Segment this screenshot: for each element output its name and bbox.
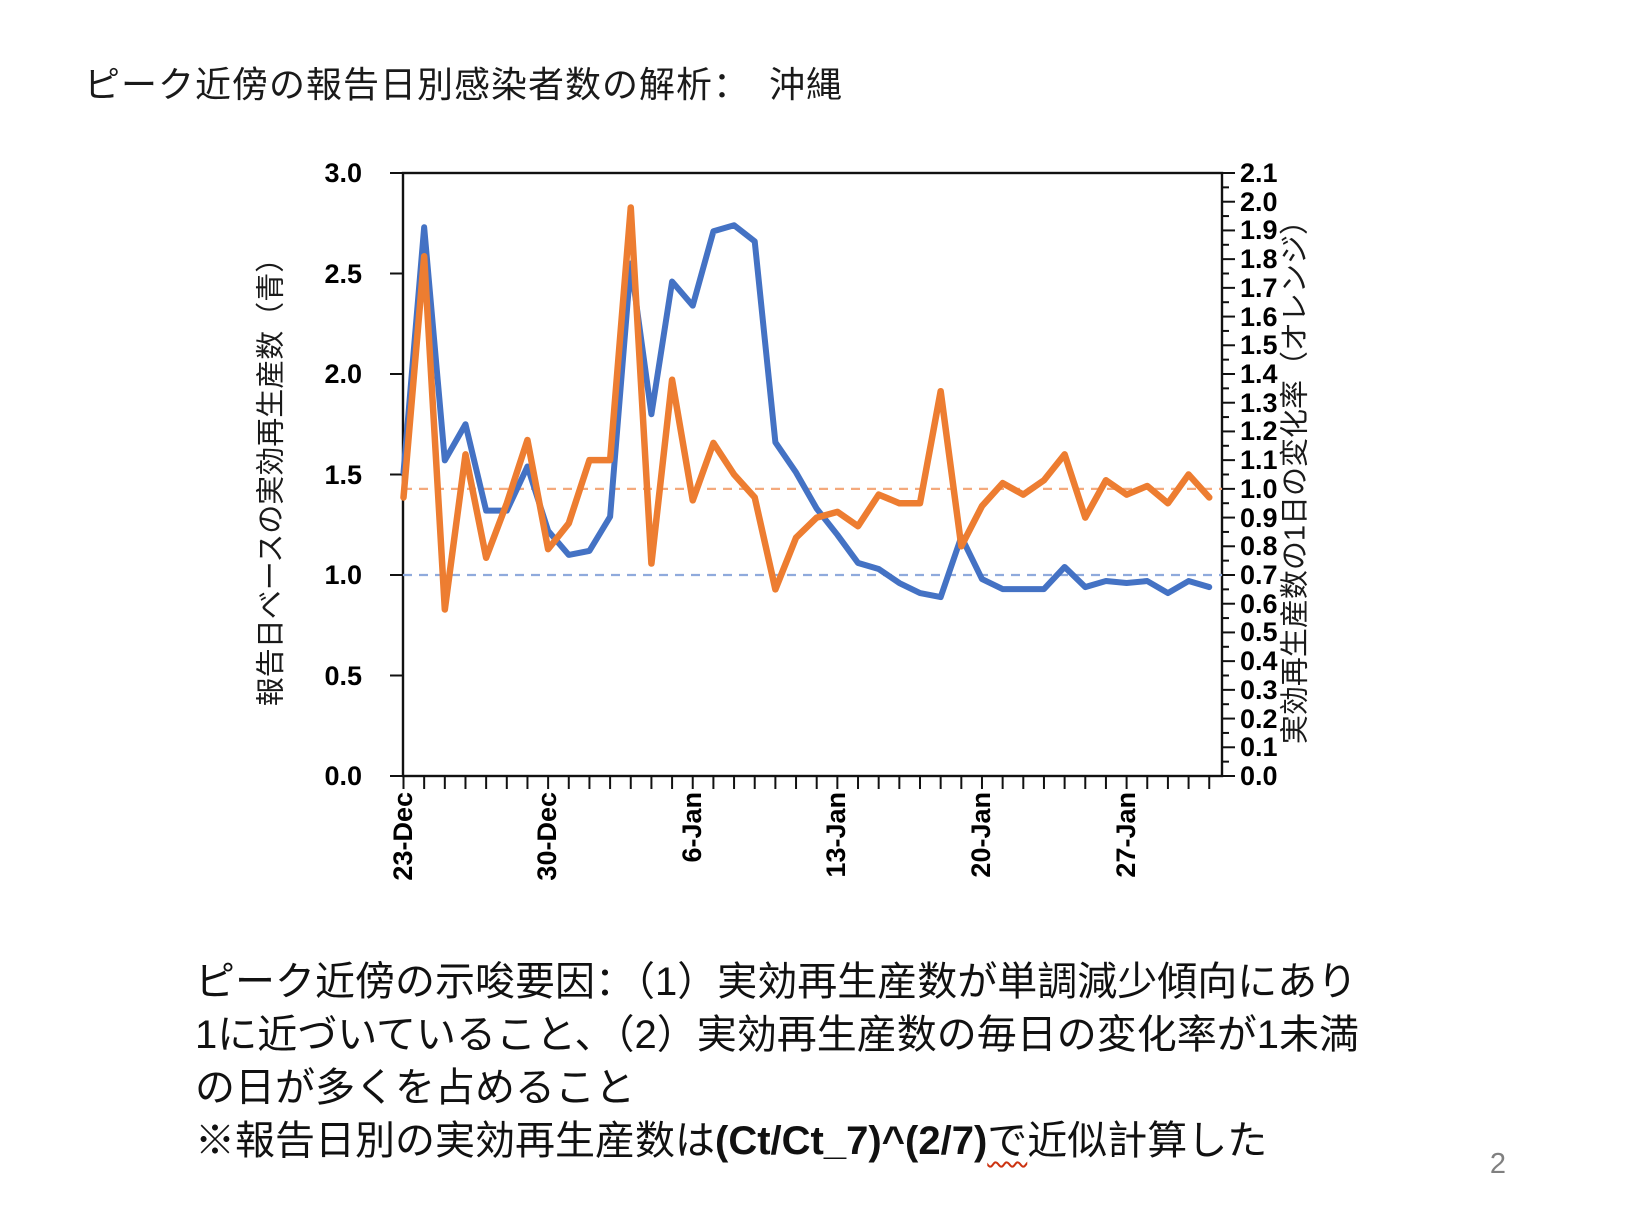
orange-series-line [400,204,1213,613]
right-axis-tick-label: 2.0 [1240,186,1278,217]
left-axis-tick-label: 0.5 [324,660,362,691]
right-axis-tick-label: 0.0 [1240,761,1278,791]
left-axis-tick-label: 0.0 [324,761,362,791]
right-axis-tick-label: 1.6 [1240,301,1278,332]
blue-series-line [400,222,1213,601]
left-axis-tick-label: 1.0 [324,560,362,590]
right-axis-title: 実効再生産数の1日の変化率（オレンジ） [1279,205,1312,745]
caption-line-3: の日が多くを占めること [195,1066,635,1110]
left-axis-tick-label: 1.5 [324,459,362,490]
page-number: 2 [1489,1148,1507,1180]
caption-particle-wavy: で [987,1119,1028,1163]
left-axis-title: 報告日ベースの実効再生産数（青） [255,243,288,707]
right-axis-tick-label: 0.8 [1240,531,1278,562]
right-axis-tick-label: 1.3 [1240,387,1278,418]
x-axis-tick-label: 23-Dec [387,792,418,881]
chart-canvas [390,171,1235,789]
right-axis-tick-label: 1.7 [1240,272,1278,303]
page-title: ピーク近傍の報告日別感染者数の解析： 沖縄 [84,64,844,105]
x-axis-tick-label: 20-Jan [965,792,996,878]
right-axis-tick-label: 0.5 [1240,617,1278,648]
caption-line-2: 1に近づいていること、（2）実効再生産数の毎日の変化率が1未満 [195,1013,1359,1057]
right-axis-tick-label: 0.9 [1240,502,1278,533]
caption-line-1: ピーク近傍の示唆要因：（1）実効再生産数が単調減少傾向にあり [195,960,1358,1004]
x-axis-tick-label: 27-Jan [1110,792,1141,878]
right-axis-tick-label: 0.3 [1240,674,1278,705]
left-axis-tick-label: 2.0 [324,359,362,389]
caption-line-4: ※報告日別の実効再生産数は(Ct/Ct_7)^(2/7)で近似計算した [195,1115,1455,1168]
right-axis-tick-label: 0.7 [1240,560,1278,590]
caption-line-4-post: 近似計算した [1027,1119,1268,1163]
left-axis-tick-label: 2.5 [324,258,362,289]
right-axis-tick-label: 1.4 [1240,359,1278,389]
right-axis-tick-label: 1.9 [1240,215,1278,246]
right-axis-tick-label: 2.1 [1240,158,1278,188]
right-axis-tick-label: 0.4 [1240,646,1278,677]
caption-line-4-pre: ※報告日別の実効再生産数は [195,1119,715,1163]
right-axis-tick-label: 1.1 [1240,445,1278,476]
right-axis-tick-label: 0.1 [1240,732,1278,763]
right-axis-tick-label: 0.6 [1240,588,1278,619]
left-axis-tick-label: 3.0 [324,158,362,188]
right-axis-tick-label: 0.2 [1240,703,1278,734]
right-axis-tick-label: 1.0 [1240,473,1278,504]
right-axis-tick-label: 1.5 [1240,330,1278,361]
x-axis-tick-label: 30-Dec [532,792,563,881]
x-axis-tick-label: 6-Jan [676,792,707,863]
caption-formula: (Ct/Ct_7)^(2/7) [715,1119,988,1163]
right-axis-tick-label: 1.2 [1240,416,1278,447]
x-axis-tick-label: 13-Jan [821,792,852,878]
chart: 3.0 2.5 2.0 1.5 1.0 0.5 0.0 2.1 2.0 1.9 1.8 1.7 1.6 1… [255,158,1312,881]
caption-text: ピーク近傍の示唆要因：（1）実効再生産数が単調減少傾向にあり 1に近づいているこ… [195,956,1455,1168]
right-axis-tick-label: 1.8 [1240,244,1278,275]
